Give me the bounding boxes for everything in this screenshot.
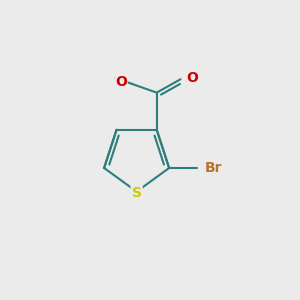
Text: S: S xyxy=(132,186,142,200)
Text: Br: Br xyxy=(205,161,222,175)
Text: O: O xyxy=(115,75,127,89)
Text: O: O xyxy=(186,71,198,85)
